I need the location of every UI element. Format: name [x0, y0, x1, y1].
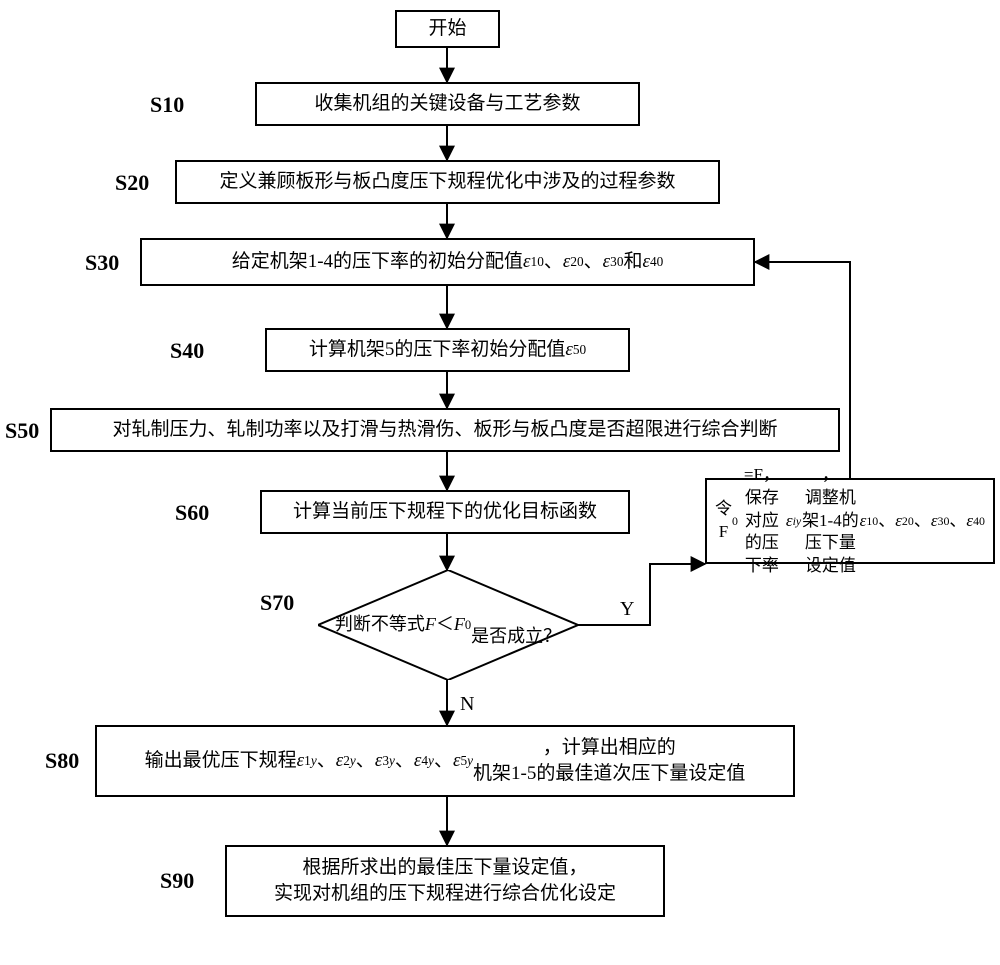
- step-label-s20: S20: [115, 170, 149, 196]
- step-label-s40: S40: [170, 338, 204, 364]
- decision-s70: 判断不等式F＜F0是否成立？: [318, 570, 578, 680]
- node-start: 开始: [395, 10, 500, 48]
- edge-d70-loop: [578, 564, 705, 625]
- node-n60: 计算当前压下规程下的优化目标函数: [260, 490, 630, 534]
- step-label-s10: S10: [150, 92, 184, 118]
- node-n90: 根据所求出的最佳压下量设定值，实现对机组的压下规程进行综合优化设定: [225, 845, 665, 917]
- node-n30: 给定机架1-4的压下率的初始分配值ε10、ε20 、ε30 和ε40: [140, 238, 755, 286]
- node-n50: 对轧制压力、轧制功率以及打滑与热滑伤、板形与板凸度是否超限进行综合判断: [50, 408, 840, 452]
- node-n10: 收集机组的关键设备与工艺参数: [255, 82, 640, 126]
- step-label-s80: S80: [45, 748, 79, 774]
- node-n80: 输出最优压下规程 ε1y 、ε2y 、ε3y 、ε4y 、ε5y ，计算出相应的…: [95, 725, 795, 797]
- step-label-s50: S50: [5, 418, 39, 444]
- step-label-s70: S70: [260, 590, 294, 616]
- step-label-s30: S30: [85, 250, 119, 276]
- step-label-s90: S90: [160, 868, 194, 894]
- edge-label-Y: Y: [620, 598, 634, 621]
- node-n40: 计算机架5的压下率初始分配值ε 50: [265, 328, 630, 372]
- step-label-s60: S60: [175, 500, 209, 526]
- node-n20: 定义兼顾板形与板凸度压下规程优化中涉及的过程参数: [175, 160, 720, 204]
- node-loop: 令F0=F，保存对应的压下率εiy，调整机架1-4的压下量设定值ε10、ε20、…: [705, 478, 995, 564]
- edge-label-N: N: [460, 693, 474, 716]
